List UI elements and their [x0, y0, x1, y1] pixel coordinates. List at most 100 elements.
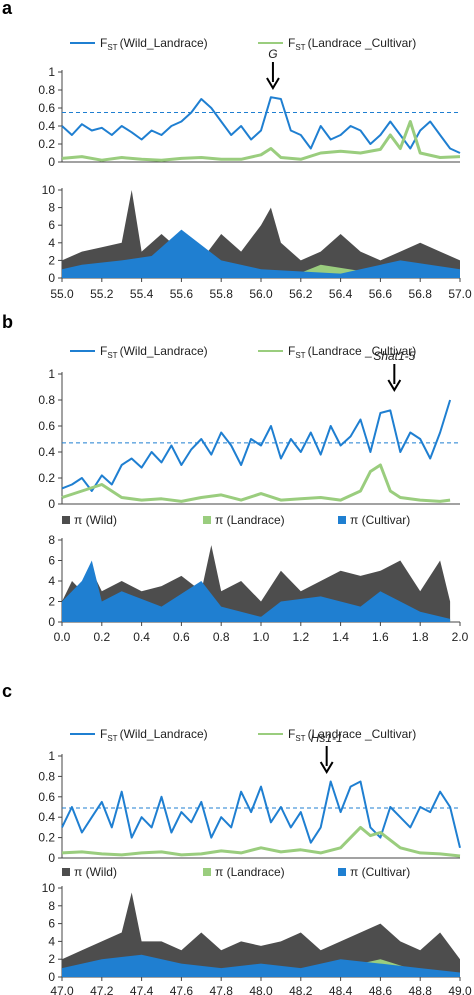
x-tick-label: 1.4	[332, 630, 349, 644]
x-tick-label: 0.8	[213, 630, 230, 644]
legend-rest: (Landrace _Cultivar)	[308, 727, 417, 741]
pi-legend-label-cultivar: π (Cultivar)	[350, 865, 410, 879]
legend-label-wild-landrace: FST (Wild_Landrace)	[100, 344, 208, 360]
pi-y-tick-label: 6	[48, 554, 55, 568]
pi-y-tick-label: 4	[48, 934, 55, 948]
fst-y-tick-label: 0	[48, 497, 55, 511]
fst-series-line-0	[61, 96, 461, 154]
pi-series-area-0	[62, 545, 451, 622]
pi-legend-swatch-wild	[62, 868, 70, 876]
pi-series-area-2	[62, 954, 460, 977]
fst-y-tick-label: 0.8	[38, 83, 55, 97]
fst-series-line-0	[61, 780, 461, 849]
x-tick-label: 1.6	[372, 630, 389, 644]
pi-series-area-2	[62, 560, 451, 622]
pi-y-tick-label: 6	[48, 917, 55, 931]
x-tick-label: 0.4	[133, 630, 150, 644]
legend-rest: (Wild_Landrace)	[120, 727, 208, 741]
fst-y-tick-label: 0.2	[38, 831, 55, 845]
x-tick-label: 48.6	[369, 984, 393, 995]
x-tick-label: 48.2	[289, 984, 313, 995]
legend-sub: ST	[295, 351, 305, 360]
x-tick-label: 1.0	[253, 630, 270, 644]
x-tick-label: 55.0	[50, 287, 74, 301]
pi-legend-label-landrace: π (Landrace)	[215, 513, 285, 527]
legend-label-wild-landrace: FST (Wild_Landrace)	[100, 36, 208, 52]
x-tick-label: 47.6	[170, 984, 194, 995]
pi-legend-label-landrace: π (Landrace)	[215, 865, 285, 879]
pi-y-tick-label: 8	[48, 201, 55, 215]
fst-y-tick-label: 0.6	[38, 101, 55, 115]
fst-y-tick-label: 0.2	[38, 137, 55, 151]
legend-sub: ST	[295, 734, 305, 743]
panel-letter-b: b	[2, 312, 13, 332]
pi-legend-swatch-cultivar	[338, 516, 346, 524]
pi-legend-label-wild: π (Wild)	[74, 513, 117, 527]
pi-y-tick-label: 2	[48, 595, 55, 609]
pi-y-tick-label: 0	[48, 271, 55, 285]
x-tick-label: 56.8	[409, 287, 433, 301]
legend-rest: (Landrace _Cultivar)	[308, 36, 417, 50]
fst-series-line-1	[61, 463, 451, 503]
pi-series-area-0	[62, 892, 460, 977]
fst-y-tick-label: 0	[48, 851, 55, 865]
fst-y-tick-label: 0.6	[38, 419, 55, 433]
pi-y-tick-label: 0	[48, 970, 55, 984]
fst-series-line-0	[61, 399, 452, 492]
x-tick-label: 47.0	[50, 984, 74, 995]
legend-label-landrace-cultivar: FST (Landrace _Cultivar)	[288, 344, 416, 360]
fst-y-tick-label: 1	[48, 367, 55, 381]
gene-label: G	[268, 47, 277, 61]
pi-legend-swatch-wild	[62, 516, 70, 524]
fst-y-tick-label: 0.2	[38, 471, 55, 485]
legend-main: F	[288, 36, 295, 50]
x-tick-label: 56.0	[249, 287, 273, 301]
fst-y-tick-label: 0.4	[38, 810, 55, 824]
x-tick-label: 55.6	[170, 287, 194, 301]
x-tick-label: 55.8	[210, 287, 234, 301]
gene-label: Hs1-1	[311, 731, 343, 745]
x-tick-label: 0.2	[93, 630, 110, 644]
pi-series-area-2	[62, 229, 460, 278]
x-tick-label: 55.4	[130, 287, 154, 301]
legend-label-landrace-cultivar: FST (Landrace _Cultivar)	[288, 36, 416, 52]
x-tick-label: 1.2	[292, 630, 309, 644]
x-tick-label: 0.0	[54, 630, 71, 644]
pi-y-tick-label: 8	[48, 533, 55, 547]
legend-rest: (Wild_Landrace)	[120, 36, 208, 50]
x-tick-label: 56.6	[369, 287, 393, 301]
x-tick-label: 55.2	[90, 287, 114, 301]
legend-sub: ST	[107, 43, 117, 52]
x-tick-label: 56.4	[329, 287, 353, 301]
pi-y-tick-label: 6	[48, 218, 55, 232]
x-tick-label: 47.4	[130, 984, 154, 995]
panel-letter-a: a	[2, 0, 13, 18]
fst-y-tick-label: 0	[48, 155, 55, 169]
legend-main: F	[288, 727, 295, 741]
pi-y-tick-label: 4	[48, 574, 55, 588]
fst-y-tick-label: 0.8	[38, 769, 55, 783]
pi-y-tick-label: 0	[48, 615, 55, 629]
fst-y-tick-label: 1	[48, 65, 55, 79]
legend-sub: ST	[107, 351, 117, 360]
gene-arrow-head	[266, 77, 280, 90]
legend-label-wild-landrace: FST (Wild_Landrace)	[100, 727, 208, 743]
gene-label: Shat1-5	[373, 349, 415, 363]
pi-y-tick-label: 10	[42, 881, 56, 895]
legend-label-landrace-cultivar: FST (Landrace _Cultivar)	[288, 727, 416, 743]
x-tick-label: 48.0	[249, 984, 273, 995]
pi-y-tick-label: 2	[48, 253, 55, 267]
pi-legend-label-cultivar: π (Cultivar)	[350, 513, 410, 527]
pi-y-tick-label: 4	[48, 236, 55, 250]
gene-arrow-head	[387, 379, 402, 392]
pi-y-tick-label: 2	[48, 952, 55, 966]
legend-sub: ST	[107, 734, 117, 743]
fst-series-line-1	[61, 120, 461, 162]
x-tick-label: 48.8	[409, 984, 433, 995]
gene-arrow-head	[319, 761, 334, 774]
fst-y-tick-label: 0.4	[38, 119, 55, 133]
legend-main: F	[100, 344, 107, 358]
x-tick-label: 47.8	[210, 984, 234, 995]
fst-y-tick-label: 0.4	[38, 445, 55, 459]
